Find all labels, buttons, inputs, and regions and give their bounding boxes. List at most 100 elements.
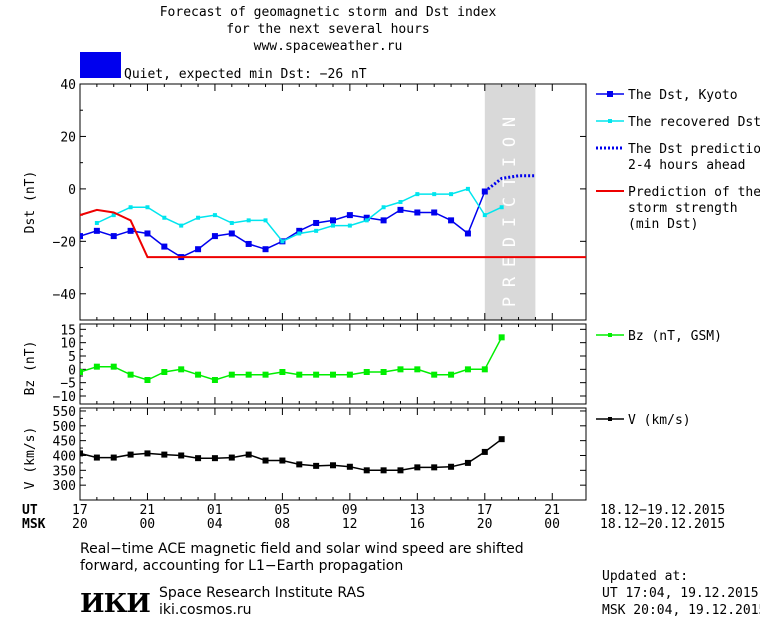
dst-series-line-2 [483, 174, 536, 193]
dst-point [464, 230, 471, 237]
dst-point [128, 205, 133, 210]
bz-point [110, 363, 117, 370]
bz-point [498, 334, 505, 341]
bz-point [161, 369, 168, 375]
dst-point [246, 218, 251, 223]
dst-series-line-3 [80, 208, 586, 259]
bz-point [464, 366, 471, 373]
legend-label: V (km/s) [628, 413, 691, 428]
v-point [296, 461, 303, 468]
bz-frame [79, 323, 587, 405]
legend-label: The recovered Dst [628, 115, 760, 130]
legend: The Dst, Kyoto The recovered Dst The Dst p… [596, 88, 760, 428]
ut-tick-label: 09 [342, 503, 358, 518]
dst-point [263, 218, 268, 223]
v-point [195, 455, 202, 462]
speed-axis-label: V (km/s) [23, 427, 38, 490]
msk-tick-label: 12 [342, 517, 358, 532]
bz-point [313, 371, 320, 378]
v-point [127, 451, 134, 458]
updated-ut: UT 17:04, 19.12.2015 [602, 586, 759, 601]
dst-point [313, 219, 320, 226]
y-tick-label: −20 [53, 235, 76, 250]
dst-point [245, 240, 252, 247]
dst-point [110, 233, 117, 240]
msk-tick-label: 04 [207, 517, 223, 532]
bz-point [330, 371, 336, 378]
ut-tick-label: 13 [409, 503, 425, 518]
v-point [448, 463, 455, 470]
v-point [262, 457, 269, 464]
institute-link[interactable]: iki.cosmos.ru [159, 602, 251, 618]
y-tick-label: 40 [60, 78, 76, 93]
bz-point [144, 377, 151, 383]
site-url: www.spaceweather.ru [254, 39, 403, 54]
legend-label: (min Dst) [628, 217, 698, 232]
dst-point [415, 192, 420, 197]
chart-title-line2: for the next several hours [226, 22, 430, 37]
y-tick-label: −10 [53, 390, 76, 405]
bz-point [363, 369, 370, 375]
legend-label: storm strength [628, 201, 738, 216]
dst-point [229, 220, 234, 225]
legend-label: 2-4 hours ahead [628, 158, 745, 173]
status-text: Quiet, expected min Dst: −26 nT [124, 67, 367, 82]
ut-tick-label: 17 [477, 503, 493, 518]
dst-point [228, 230, 235, 237]
ut-date-range: 18.12−19.12.2015 [600, 503, 725, 518]
dst-point [330, 217, 336, 224]
status-color-swatch [80, 52, 121, 78]
bz-point [245, 371, 252, 378]
updated-msk: MSK 20:04, 19.12.2015 [602, 603, 760, 618]
v-point [414, 464, 421, 471]
bz-point [380, 369, 387, 375]
v-point [211, 455, 218, 462]
v-point [498, 436, 505, 443]
legend-marker [607, 91, 613, 97]
bz-point [431, 371, 438, 378]
ut-tick-label: 01 [207, 503, 223, 518]
prediction-label-char: I [500, 217, 520, 227]
dst-point [80, 233, 83, 240]
dst-point [280, 239, 285, 244]
y-tick-label: 450 [53, 435, 76, 450]
dst-point [397, 206, 404, 213]
y-tick-label: 10 [60, 337, 76, 352]
y-tick-label: −40 [53, 288, 76, 303]
prediction-label-char: C [500, 197, 520, 207]
note-line2: forward, accounting for L1−Earth propaga… [80, 558, 403, 574]
dst-point [449, 192, 454, 197]
msk-tick-label: 20 [477, 517, 493, 532]
legend-label: The Dst prediction [628, 142, 760, 157]
v-point [363, 467, 370, 474]
msk-tick-label: 20 [72, 517, 88, 532]
v-point [161, 451, 168, 458]
bz-series-line-0 [80, 336, 503, 381]
v-point [93, 454, 100, 461]
msk-axis-label: MSK [22, 517, 46, 532]
dst-axis-label: Dst (nT) [23, 171, 38, 234]
ut-axis-label: UT [22, 503, 38, 518]
bz-point [448, 371, 455, 378]
v-point [481, 448, 488, 455]
y-tick-label: 15 [60, 323, 76, 338]
v-point [464, 459, 471, 466]
bz-point [397, 366, 404, 373]
v-point [245, 451, 252, 458]
msk-tick-label: 00 [544, 517, 560, 532]
v-point [144, 450, 151, 457]
y-tick-label: 20 [60, 130, 76, 145]
dst-point [297, 231, 302, 236]
v-point [313, 462, 320, 469]
dst-point [111, 213, 116, 218]
bz-point [178, 366, 185, 373]
prediction-label-char: N [500, 117, 520, 127]
bz-point [262, 371, 269, 378]
prediction-label-char: D [500, 237, 520, 247]
y-tick-label: 300 [53, 479, 76, 494]
